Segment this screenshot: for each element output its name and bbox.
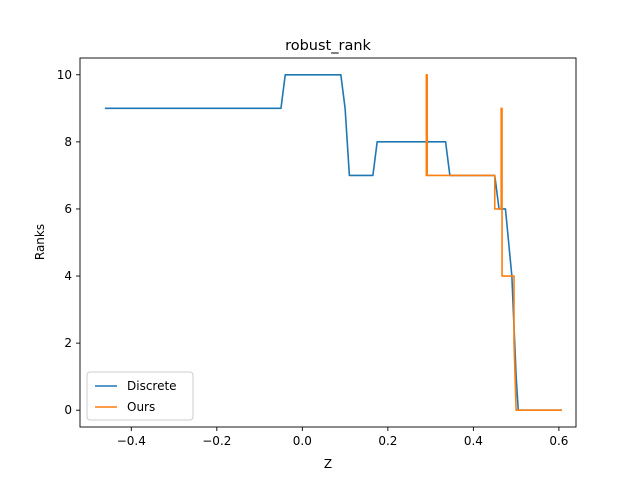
- x-tick-label: 0.2: [378, 434, 397, 448]
- legend: Discrete Ours: [86, 371, 194, 421]
- legend-label-ours: Ours: [127, 400, 155, 414]
- axes-frame: [79, 57, 577, 428]
- y-axis-label: Ranks: [33, 224, 47, 260]
- y-tick-label: 0: [64, 403, 72, 417]
- y-tick-label: 2: [64, 336, 72, 350]
- legend-label-discrete: Discrete: [127, 379, 177, 393]
- x-tick-label: 0.4: [464, 434, 483, 448]
- legend-box: [86, 371, 194, 421]
- y-tick-label: 4: [64, 269, 72, 283]
- x-tick-label: −0.2: [202, 434, 231, 448]
- x-axis-label: Z: [324, 457, 332, 471]
- y-tick-label: 8: [64, 135, 72, 149]
- y-tick-label: 10: [57, 68, 72, 82]
- series-line-ours: [425, 73, 562, 412]
- chart-title: robust_rank: [285, 38, 371, 54]
- x-tick-label: 0.6: [549, 434, 568, 448]
- plot-area: −0.4 −0.2 0.0 0.2 0.4 0.6 0 2 4 6 8 10: [57, 57, 577, 448]
- x-tick-label: 0.0: [293, 434, 312, 448]
- y-tick-label: 6: [64, 202, 72, 216]
- x-tick-label: −0.4: [117, 434, 146, 448]
